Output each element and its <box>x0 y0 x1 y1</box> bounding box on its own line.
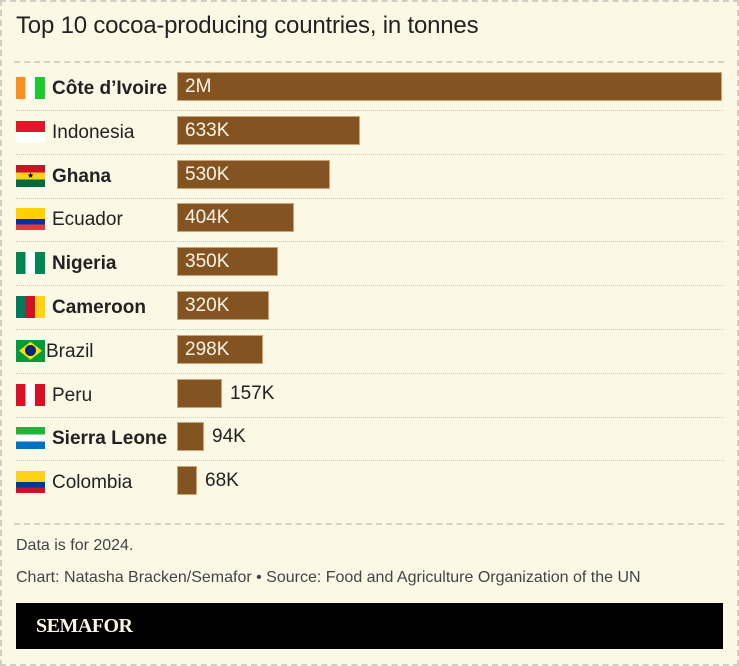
country-label: Cameroon <box>52 297 146 318</box>
flag-cameroon-icon <box>16 296 45 318</box>
bar <box>177 378 222 408</box>
row-divider <box>16 460 724 462</box>
row-divider <box>16 153 724 155</box>
bar <box>177 422 204 452</box>
bar-row: Brazil 298K <box>16 330 724 374</box>
country-label: Brazil <box>46 340 94 362</box>
chart-title: Top 10 cocoa-producing countries, in ton… <box>16 12 479 39</box>
row-divider <box>16 285 724 287</box>
country-label: Sierra Leone <box>52 428 168 450</box>
bar-row: Cameroon 320K <box>16 286 724 330</box>
row-divider <box>16 110 724 111</box>
flag-ghana-icon: ★ <box>16 164 45 187</box>
country-label: Peru <box>52 384 93 406</box>
value-label: 350K <box>185 251 230 273</box>
bar <box>177 334 263 364</box>
bar-row: Peru 157K <box>16 374 724 418</box>
bar <box>177 72 722 101</box>
footer-divider <box>14 523 724 525</box>
value-label: 530K <box>185 163 230 185</box>
bar <box>177 203 294 233</box>
flag-ecuador-icon <box>16 208 45 231</box>
value-label: 633K <box>185 119 230 141</box>
brand-bar: SEMAFOR <box>16 603 723 649</box>
flag-sierra-leone-icon <box>16 427 45 450</box>
bar-row: ★ Ghana 530K <box>16 155 724 199</box>
flag-colombia-icon <box>16 471 45 494</box>
value-label: 298K <box>185 338 230 360</box>
bar-row: Colombia 68K <box>16 461 724 505</box>
value-label: 68K <box>205 470 239 492</box>
country-label: Côte d’Ivoire <box>52 78 168 99</box>
value-label: 2M <box>185 76 212 97</box>
bar-row: Nigeria 350K <box>16 242 724 287</box>
value-label: 157K <box>230 382 275 404</box>
row-divider <box>16 241 724 243</box>
country-label: Nigeria <box>52 253 117 275</box>
row-divider <box>16 372 724 374</box>
flag-nigeria-icon <box>16 252 45 275</box>
header-divider <box>14 61 724 63</box>
semafor-logo: SEMAFOR <box>36 615 133 637</box>
country-label: Ghana <box>52 165 112 187</box>
row-divider <box>16 329 724 330</box>
country-label: Ecuador <box>52 209 123 231</box>
bar-row: Indonesia 633K <box>16 111 724 155</box>
bar <box>177 466 197 496</box>
country-label: Indonesia <box>52 121 135 143</box>
bar-row: Côte d’Ivoire 2M <box>16 67 724 111</box>
flag-peru-icon <box>16 383 45 406</box>
row-divider <box>16 197 724 199</box>
value-label: 404K <box>185 207 230 229</box>
bar-row: Ecuador 404K <box>16 198 724 243</box>
bar-row: Sierra Leone 94K <box>16 417 724 462</box>
flag-indonesia-icon <box>16 120 45 143</box>
flag-cote-divoire-icon <box>16 77 45 99</box>
data-note: Data is for 2024. <box>16 537 134 554</box>
country-label: Colombia <box>52 472 133 494</box>
row-divider <box>16 416 724 418</box>
flag-brazil-icon <box>16 339 45 362</box>
value-label: 94K <box>212 426 246 448</box>
bar <box>177 291 269 320</box>
bar <box>177 159 330 189</box>
value-label: 320K <box>185 295 230 316</box>
source-credit: Chart: Natasha Bracken/Semafor • Source:… <box>16 569 641 586</box>
bar <box>177 115 360 145</box>
bar <box>177 247 278 277</box>
